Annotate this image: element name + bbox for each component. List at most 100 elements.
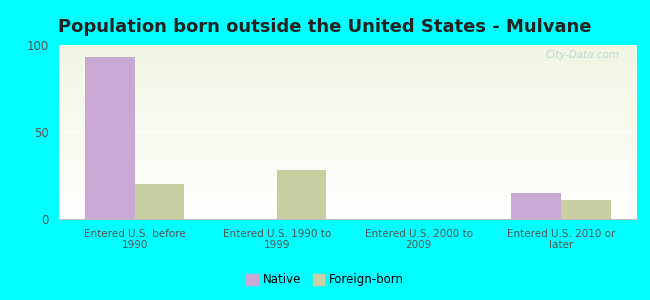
Bar: [58, 69, 637, 71]
Bar: [58, 196, 637, 198]
Bar: [135, 184, 185, 219]
Bar: [58, 141, 637, 142]
Bar: [58, 177, 637, 179]
Bar: [58, 132, 637, 134]
Bar: [58, 188, 637, 189]
Bar: [58, 134, 637, 136]
Bar: [58, 189, 637, 191]
Bar: [58, 149, 637, 151]
Bar: [58, 71, 637, 73]
Bar: [58, 128, 637, 130]
Bar: [58, 174, 637, 176]
Bar: [58, 144, 637, 146]
Bar: [58, 64, 637, 66]
Bar: [58, 111, 637, 113]
Bar: [58, 73, 637, 75]
Bar: [58, 115, 637, 116]
Bar: [58, 102, 637, 104]
Bar: [58, 207, 637, 208]
Bar: [58, 50, 637, 52]
Bar: [58, 203, 637, 205]
Bar: [58, 59, 637, 61]
Bar: [58, 158, 637, 160]
Bar: [58, 87, 637, 88]
Bar: [58, 99, 637, 101]
Bar: [58, 85, 637, 87]
Bar: [277, 170, 326, 219]
Bar: [58, 146, 637, 148]
Bar: [58, 113, 637, 115]
Bar: [58, 97, 637, 99]
Bar: [58, 49, 637, 50]
Bar: [58, 88, 637, 90]
Bar: [58, 162, 637, 163]
Bar: [58, 80, 637, 82]
Bar: [58, 137, 637, 139]
Bar: [58, 104, 637, 106]
Bar: [58, 120, 637, 122]
Bar: [58, 154, 637, 156]
Bar: [58, 110, 637, 111]
Bar: [58, 57, 637, 59]
Bar: [58, 176, 637, 177]
Bar: [58, 106, 637, 108]
Bar: [58, 169, 637, 170]
Bar: [58, 136, 637, 137]
Bar: [58, 122, 637, 123]
Bar: [58, 62, 637, 64]
Bar: [58, 179, 637, 181]
Bar: [58, 139, 637, 141]
Bar: [58, 200, 637, 202]
Bar: [58, 82, 637, 83]
Bar: [58, 127, 637, 128]
Bar: [58, 76, 637, 78]
Bar: [58, 75, 637, 76]
Bar: [58, 181, 637, 182]
Bar: [58, 108, 637, 109]
Bar: [58, 92, 637, 94]
Bar: [58, 116, 637, 118]
Bar: [58, 182, 637, 184]
Bar: [58, 208, 637, 210]
Bar: [58, 45, 637, 47]
Bar: [58, 172, 637, 174]
Bar: [58, 52, 637, 54]
Bar: [58, 160, 637, 162]
Bar: [58, 56, 637, 57]
Bar: [58, 94, 637, 95]
Bar: [58, 165, 637, 167]
Bar: [58, 212, 637, 214]
Bar: [58, 191, 637, 193]
Bar: [84, 57, 135, 219]
Bar: [58, 101, 637, 102]
Bar: [58, 54, 637, 56]
Bar: [58, 156, 637, 158]
Bar: [58, 78, 637, 80]
Bar: [58, 215, 637, 217]
Bar: [58, 66, 637, 68]
Bar: [58, 170, 637, 172]
Bar: [58, 142, 637, 144]
Bar: [58, 193, 637, 195]
Bar: [561, 200, 611, 219]
Bar: [58, 148, 637, 149]
Bar: [58, 186, 637, 188]
Bar: [58, 61, 637, 62]
Bar: [58, 125, 637, 127]
Legend: Native, Foreign-born: Native, Foreign-born: [241, 269, 409, 291]
Bar: [58, 47, 637, 49]
Bar: [58, 68, 637, 69]
Bar: [58, 151, 637, 153]
Bar: [58, 130, 637, 132]
Bar: [58, 83, 637, 85]
Bar: [58, 214, 637, 215]
Bar: [58, 195, 637, 197]
Bar: [58, 95, 637, 97]
Bar: [58, 198, 637, 200]
Text: City-Data.com: City-Data.com: [545, 50, 619, 60]
Bar: [58, 184, 637, 186]
Bar: [58, 163, 637, 165]
Bar: [58, 167, 637, 169]
Bar: [58, 217, 637, 219]
Bar: [58, 205, 637, 207]
